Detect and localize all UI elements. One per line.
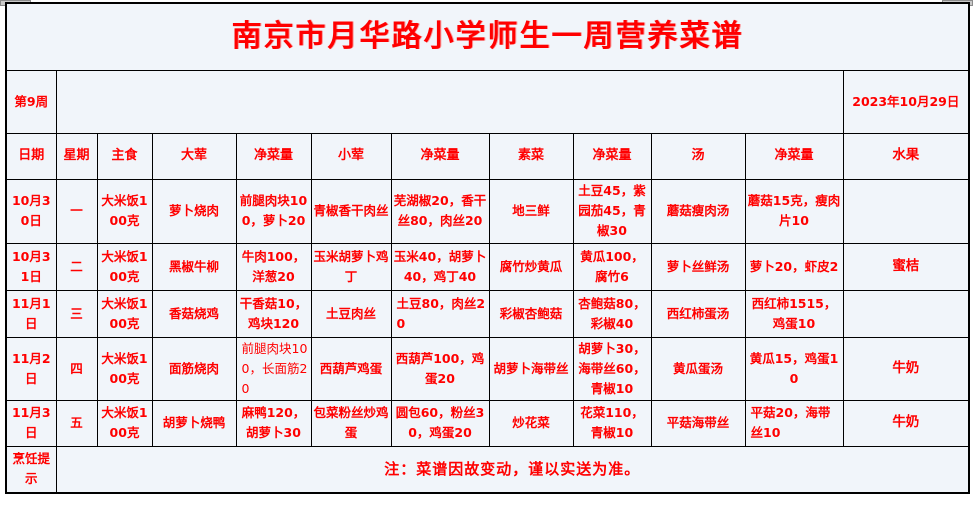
- date-cell: 10月30日: [5, 178, 57, 244]
- weekday-cell: 四: [55, 336, 98, 401]
- menu-row-monday: 10月30日 一 大米饭100克 萝卜烧肉 前腿肉块100，萝卜20 青椒香干肉…: [5, 178, 970, 244]
- soup-qty-cell: 黄瓜15，鸡蛋10: [744, 336, 844, 401]
- soup-cell: 萝卜丝鲜汤: [650, 242, 746, 291]
- small-meat-qty-cell: 圆包60，粉丝30，鸡蛋20: [390, 399, 490, 447]
- small-meat-qty-cell: 西葫芦100，鸡蛋20: [390, 336, 490, 401]
- small-meat-cell: 青椒香干肉丝: [310, 178, 392, 244]
- big-meat-qty-cell: 麻鸭120，胡萝卜30: [235, 399, 312, 447]
- header-big-meat-qty: 净菜量: [235, 132, 312, 180]
- big-meat-qty-cell: 前腿肉块100，长面筋20: [235, 336, 312, 401]
- small-meat-qty-cell: 土豆80，肉丝20: [390, 289, 490, 338]
- header-row: 日期 星期 主食 大荤 净菜量 小荤 净菜量 素菜 净菜量 汤 净菜量 水果: [5, 132, 970, 180]
- weekday-cell: 五: [55, 399, 98, 447]
- fruit-cell: 牛奶: [842, 336, 970, 401]
- header-fruit: 水果: [842, 132, 970, 180]
- week-row-spacer: [55, 69, 844, 134]
- small-meat-cell: 西葫芦鸡蛋: [310, 336, 392, 401]
- veg-cell: 地三鲜: [488, 178, 574, 244]
- staple-cell: 大米饭100克: [96, 399, 153, 447]
- small-meat-cell: 玉米胡萝卜鸡丁: [310, 242, 392, 291]
- date-cell: 11月3日: [5, 399, 57, 447]
- weekday-cell: 一: [55, 178, 98, 244]
- big-meat-cell: 香菇烧鸡: [151, 289, 237, 338]
- veg-qty-cell: 杏鲍菇80，彩椒40: [572, 289, 652, 338]
- big-meat-cell: 萝卜烧肉: [151, 178, 237, 244]
- staple-cell: 大米饭100克: [96, 289, 153, 338]
- soup-qty-cell: 萝卜20，虾皮2: [744, 242, 844, 291]
- big-meat-cell: 面筋烧肉: [151, 336, 237, 401]
- weekday-cell: 三: [55, 289, 98, 338]
- small-meat-qty-cell: 玉米40，胡萝卜40，鸡丁40: [390, 242, 490, 291]
- menu-date-label: 2023年10月29日: [842, 69, 970, 134]
- staple-cell: 大米饭100克: [96, 336, 153, 401]
- header-big-meat: 大荤: [151, 132, 237, 180]
- header-veg-qty: 净菜量: [572, 132, 652, 180]
- weekly-menu-table: 南京市月华路小学师生一周营养菜谱 第9周 2023年10月29日 日期 星期 主…: [5, 2, 971, 494]
- soup-cell: 蘑菇瘦肉汤: [650, 178, 746, 244]
- header-small-meat: 小荤: [310, 132, 392, 180]
- page-title: 南京市月华路小学师生一周营养菜谱: [5, 2, 970, 71]
- small-meat-cell: 包菜粉丝炒鸡蛋: [310, 399, 392, 447]
- header-small-meat-qty: 净菜量: [390, 132, 490, 180]
- fruit-cell: [842, 289, 970, 338]
- menu-row-wednesday: 11月1日 三 大米饭100克 香菇烧鸡 干香菇10，鸡块120 土豆肉丝 土豆…: [5, 289, 970, 338]
- staple-cell: 大米饭100克: [96, 242, 153, 291]
- date-cell: 10月31日: [5, 242, 57, 291]
- fruit-cell: [842, 178, 970, 244]
- small-meat-cell: 土豆肉丝: [310, 289, 392, 338]
- weekday-cell: 二: [55, 242, 98, 291]
- veg-cell: 炒花菜: [488, 399, 574, 447]
- veg-qty-cell: 黄瓜100，腐竹6: [572, 242, 652, 291]
- staple-cell: 大米饭100克: [96, 178, 153, 244]
- menu-row-tuesday: 10月31日 二 大米饭100克 黑椒牛柳 牛肉100，洋葱20 玉米胡萝卜鸡丁…: [5, 242, 970, 291]
- menu-row-thursday: 11月2日 四 大米饭100克 面筋烧肉 前腿肉块100，长面筋20 西葫芦鸡蛋…: [5, 336, 970, 401]
- soup-cell: 黄瓜蛋汤: [650, 336, 746, 401]
- big-meat-qty-cell: 前腿肉块100，萝卜20: [235, 178, 312, 244]
- veg-qty-cell: 胡萝卜30，海带丝60，青椒10: [572, 336, 652, 401]
- big-meat-cell: 黑椒牛柳: [151, 242, 237, 291]
- week-number-label: 第9周: [5, 69, 57, 134]
- cooking-tip-label: 烹饪提示: [5, 445, 57, 494]
- header-soup: 汤: [650, 132, 746, 180]
- soup-qty-cell: 平菇20，海带丝10: [744, 399, 844, 447]
- big-meat-cell: 胡萝卜烧鸭: [151, 399, 237, 447]
- header-soup-qty: 净菜量: [744, 132, 844, 180]
- fruit-cell: 蜜桔: [842, 242, 970, 291]
- veg-qty-cell: 土豆45，紫园茄45，青椒30: [572, 178, 652, 244]
- big-meat-qty-cell: 干香菇10，鸡块120: [235, 289, 312, 338]
- soup-cell: 西红柿蛋汤: [650, 289, 746, 338]
- veg-cell: 胡萝卜海带丝: [488, 336, 574, 401]
- date-cell: 11月1日: [5, 289, 57, 338]
- header-staple: 主食: [96, 132, 153, 180]
- veg-cell: 腐竹炒黄瓜: [488, 242, 574, 291]
- big-meat-qty-cell: 牛肉100，洋葱20: [235, 242, 312, 291]
- veg-cell: 彩椒杏鲍菇: [488, 289, 574, 338]
- soup-cell: 平菇海带丝: [650, 399, 746, 447]
- menu-row-friday: 11月3日 五 大米饭100克 胡萝卜烧鸭 麻鸭120，胡萝卜30 包菜粉丝炒鸡…: [5, 399, 970, 447]
- soup-qty-cell: 西红柿1515，鸡蛋10: [744, 289, 844, 338]
- header-weekday: 星期: [55, 132, 98, 180]
- small-meat-qty-cell: 芜湖椒20，香干丝80，肉丝20: [390, 178, 490, 244]
- header-date: 日期: [5, 132, 57, 180]
- veg-qty-cell: 花菜110，青椒10: [572, 399, 652, 447]
- soup-qty-cell: 蘑菇15克，瘦肉片10: [744, 178, 844, 244]
- fruit-cell: 牛奶: [842, 399, 970, 447]
- menu-change-note: 注：菜谱因故变动，谨以实送为准。: [55, 445, 970, 494]
- date-cell: 11月2日: [5, 336, 57, 401]
- header-veg: 素菜: [488, 132, 574, 180]
